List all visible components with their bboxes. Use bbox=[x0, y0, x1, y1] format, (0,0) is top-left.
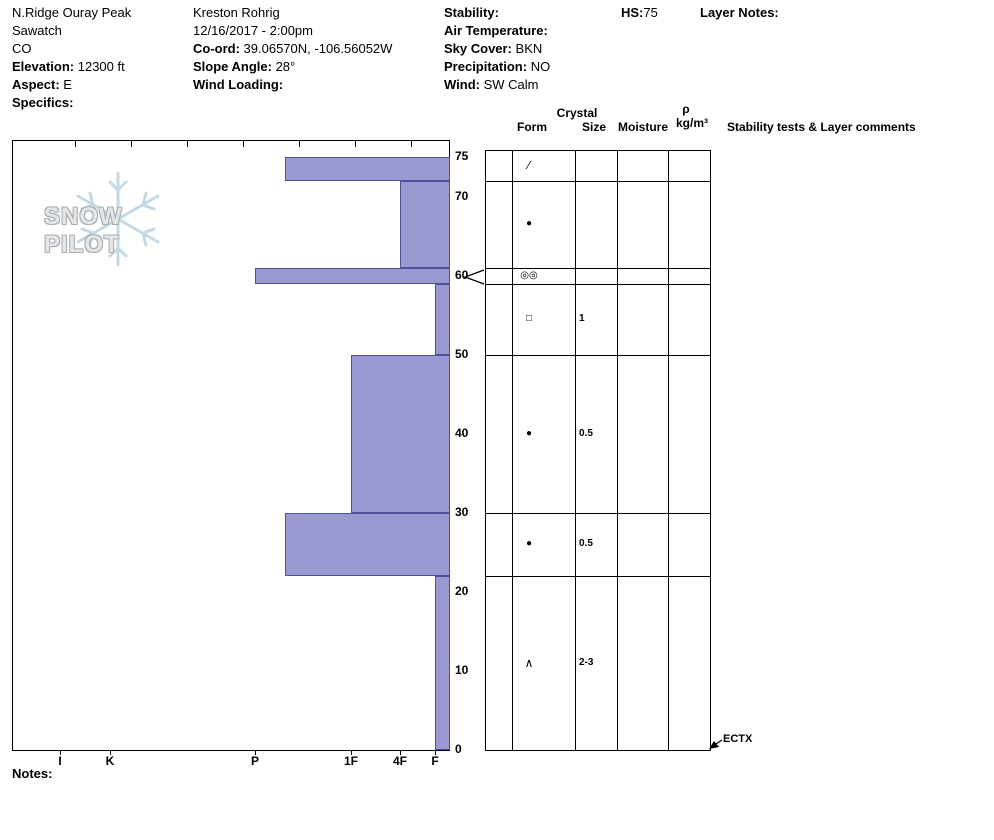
stability-test-result: ECTX bbox=[723, 733, 753, 745]
top-axis-tick bbox=[355, 141, 356, 147]
hardness-axis-tick bbox=[110, 750, 111, 755]
depth-axis-label: 75 bbox=[455, 149, 469, 163]
hardness-axis-tick bbox=[60, 750, 61, 755]
density-header-unit: kg/m³ bbox=[675, 116, 709, 130]
layer-notes-label: Layer Notes: bbox=[700, 5, 779, 20]
hardness-axis-label: K bbox=[105, 754, 115, 768]
header-field: Specifics: bbox=[12, 95, 74, 110]
hardness-axis-tick bbox=[351, 750, 352, 755]
grain-form-symbol: □ bbox=[525, 313, 533, 325]
hardness-bar-layer bbox=[285, 512, 450, 577]
top-axis-tick bbox=[131, 141, 132, 147]
grain-size-value: 0.5 bbox=[579, 427, 593, 439]
size-column-header: Size bbox=[581, 120, 607, 134]
depth-axis-label: 0 bbox=[455, 742, 462, 756]
grain-form-symbol: ● bbox=[525, 218, 533, 230]
header-field: Co-ord: 39.06570N, -106.56052W bbox=[193, 41, 393, 56]
depth-axis-label: 10 bbox=[455, 662, 469, 677]
grid-vertical-line bbox=[668, 150, 669, 750]
header-field: Aspect: E bbox=[12, 77, 72, 92]
comments-column-header: Stability tests & Layer comments bbox=[727, 120, 916, 134]
layer-boundary-line bbox=[485, 180, 711, 182]
header-field: Slope Angle: 28° bbox=[193, 59, 296, 74]
grid-vertical-line bbox=[485, 150, 486, 750]
depth-axis-label: 40 bbox=[455, 425, 469, 440]
hardness-axis-label: 4F bbox=[392, 754, 408, 768]
grain-form-symbol: ∕ bbox=[527, 158, 531, 173]
hardness-bar-layer bbox=[285, 157, 450, 181]
header-field: Precipitation: NO bbox=[444, 59, 551, 74]
grain-form-symbol: ● bbox=[525, 427, 533, 439]
top-axis-tick bbox=[411, 141, 412, 147]
layer-boundary-line bbox=[485, 150, 711, 151]
layer-boundary-line bbox=[485, 512, 711, 514]
grain-form-symbol: ● bbox=[525, 538, 533, 550]
header-field: Stability: bbox=[444, 5, 499, 20]
hardness-bar-layer bbox=[435, 576, 450, 750]
hs-value: 75 bbox=[643, 5, 658, 20]
grid-vertical-line bbox=[512, 150, 513, 750]
hardness-axis-label: F bbox=[431, 754, 439, 768]
header-field: Air Temperature: bbox=[444, 23, 548, 38]
hs-total-snow-height: HS:75 bbox=[621, 4, 658, 22]
snowpilot-logo-text: SNOW PILOT bbox=[44, 203, 123, 258]
hardness-bar-layer bbox=[400, 180, 450, 268]
grid-vertical-line bbox=[710, 150, 711, 750]
layer-boundary-line bbox=[485, 354, 711, 356]
grain-form-symbol: ◎◎ bbox=[520, 269, 538, 281]
density-header-rho: ρ bbox=[682, 102, 690, 116]
hardness-axis-tick bbox=[255, 750, 256, 755]
header-field: 12/16/2017 - 2:00pm bbox=[193, 23, 313, 38]
notes-label: Notes: bbox=[12, 766, 53, 781]
layer-boundary-line bbox=[485, 750, 711, 751]
header-column-conditions: Stability: Air Temperature: Sky Cover: BKN… bbox=[444, 4, 550, 94]
top-axis-tick bbox=[187, 141, 188, 147]
grid-vertical-line bbox=[617, 150, 618, 750]
hardness-bar-layer bbox=[255, 267, 450, 284]
snowflake-icon bbox=[76, 171, 160, 267]
layer-boundary-line bbox=[485, 267, 711, 269]
hardness-bar-layer bbox=[351, 354, 450, 513]
header-field: CO bbox=[12, 41, 32, 56]
header-column-location: N.Ridge Ouray Peak Sawatch CO Elevation: 12… bbox=[12, 4, 131, 112]
hardness-axis-label: P bbox=[250, 754, 260, 768]
depth-axis-label: 50 bbox=[455, 346, 469, 361]
header-field: Wind: SW Calm bbox=[444, 77, 539, 92]
header-field: Elevation: 12300 ft bbox=[12, 59, 125, 74]
depth-axis-label: 30 bbox=[455, 504, 469, 519]
grid-vertical-line bbox=[575, 150, 576, 750]
header-field: Sawatch bbox=[12, 23, 62, 38]
grain-size-value: 1 bbox=[579, 313, 585, 325]
hs-label: HS: bbox=[621, 5, 644, 20]
grain-size-value: 0.5 bbox=[579, 538, 593, 550]
header-column-observer: Kreston Rohrig 12/16/2017 - 2:00pm Co-ord:… bbox=[193, 4, 392, 94]
hardness-axis-tick bbox=[400, 750, 401, 755]
grain-size-value: 2-3 bbox=[579, 657, 594, 669]
top-axis-tick bbox=[243, 141, 244, 147]
header-field: Wind Loading: bbox=[193, 77, 284, 92]
depth-axis-label: 60 bbox=[455, 267, 469, 282]
depth-axis-label: 70 bbox=[455, 188, 469, 203]
layer-boundary-line bbox=[485, 283, 711, 285]
top-axis-tick bbox=[75, 141, 76, 147]
hardness-axis-label: I bbox=[58, 754, 62, 768]
hardness-axis-tick bbox=[435, 750, 436, 755]
moisture-column-header: Moisture bbox=[617, 120, 669, 134]
grain-form-symbol: ∧ bbox=[524, 656, 534, 671]
layer-boundary-line bbox=[485, 576, 711, 578]
header-field: Kreston Rohrig bbox=[193, 5, 280, 20]
hardness-axis-label: 1F bbox=[343, 754, 359, 768]
depth-axis-label: 20 bbox=[455, 583, 469, 598]
hardness-bar-layer bbox=[435, 283, 450, 355]
form-column-header: Form bbox=[517, 120, 547, 134]
crystal-header: Crystal bbox=[556, 106, 598, 120]
top-axis-tick bbox=[299, 141, 300, 147]
header-field: Sky Cover: BKN bbox=[444, 41, 543, 56]
header-field: N.Ridge Ouray Peak bbox=[12, 5, 132, 20]
